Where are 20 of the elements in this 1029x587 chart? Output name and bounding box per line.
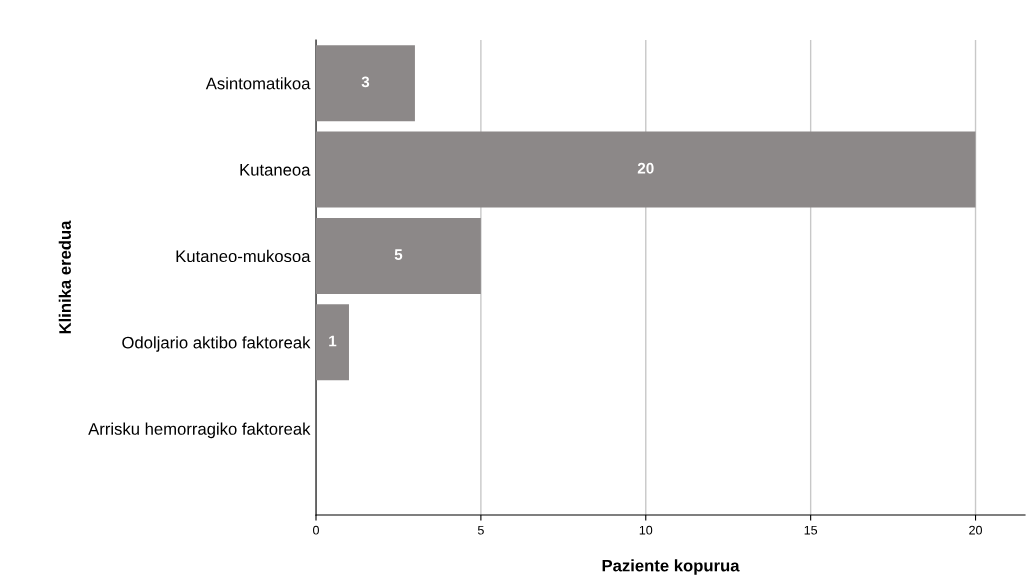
y-tick-label: Kutaneo-mukosoa (176, 249, 311, 263)
x-tick-label: 20 (969, 525, 982, 535)
y-axis-title: Klinika eredua (58, 220, 71, 334)
y-tick-label: Arrisku hemorragiko faktoreak (88, 422, 311, 439)
x-tick-label: 5 (477, 525, 484, 535)
y-tick-label: Odoljario aktibo faktoreak (122, 336, 311, 352)
y-tick-label: Kutaneoa (240, 164, 311, 176)
data-label: 3 (361, 76, 370, 88)
bar (316, 131, 976, 208)
bar (316, 217, 481, 294)
data-label: 5 (394, 249, 403, 261)
y-tick-label: Asintomatikoa (205, 77, 311, 90)
x-axis-title: Paziente kopurua (602, 559, 740, 575)
x-tick-label: 15 (804, 525, 818, 535)
data-label: 20 (637, 162, 654, 174)
bar (316, 45, 415, 122)
data-label: 1 (329, 335, 337, 347)
bar (316, 304, 349, 381)
x-tick-label: 0 (313, 525, 319, 535)
x-tick-label: 10 (639, 525, 653, 535)
